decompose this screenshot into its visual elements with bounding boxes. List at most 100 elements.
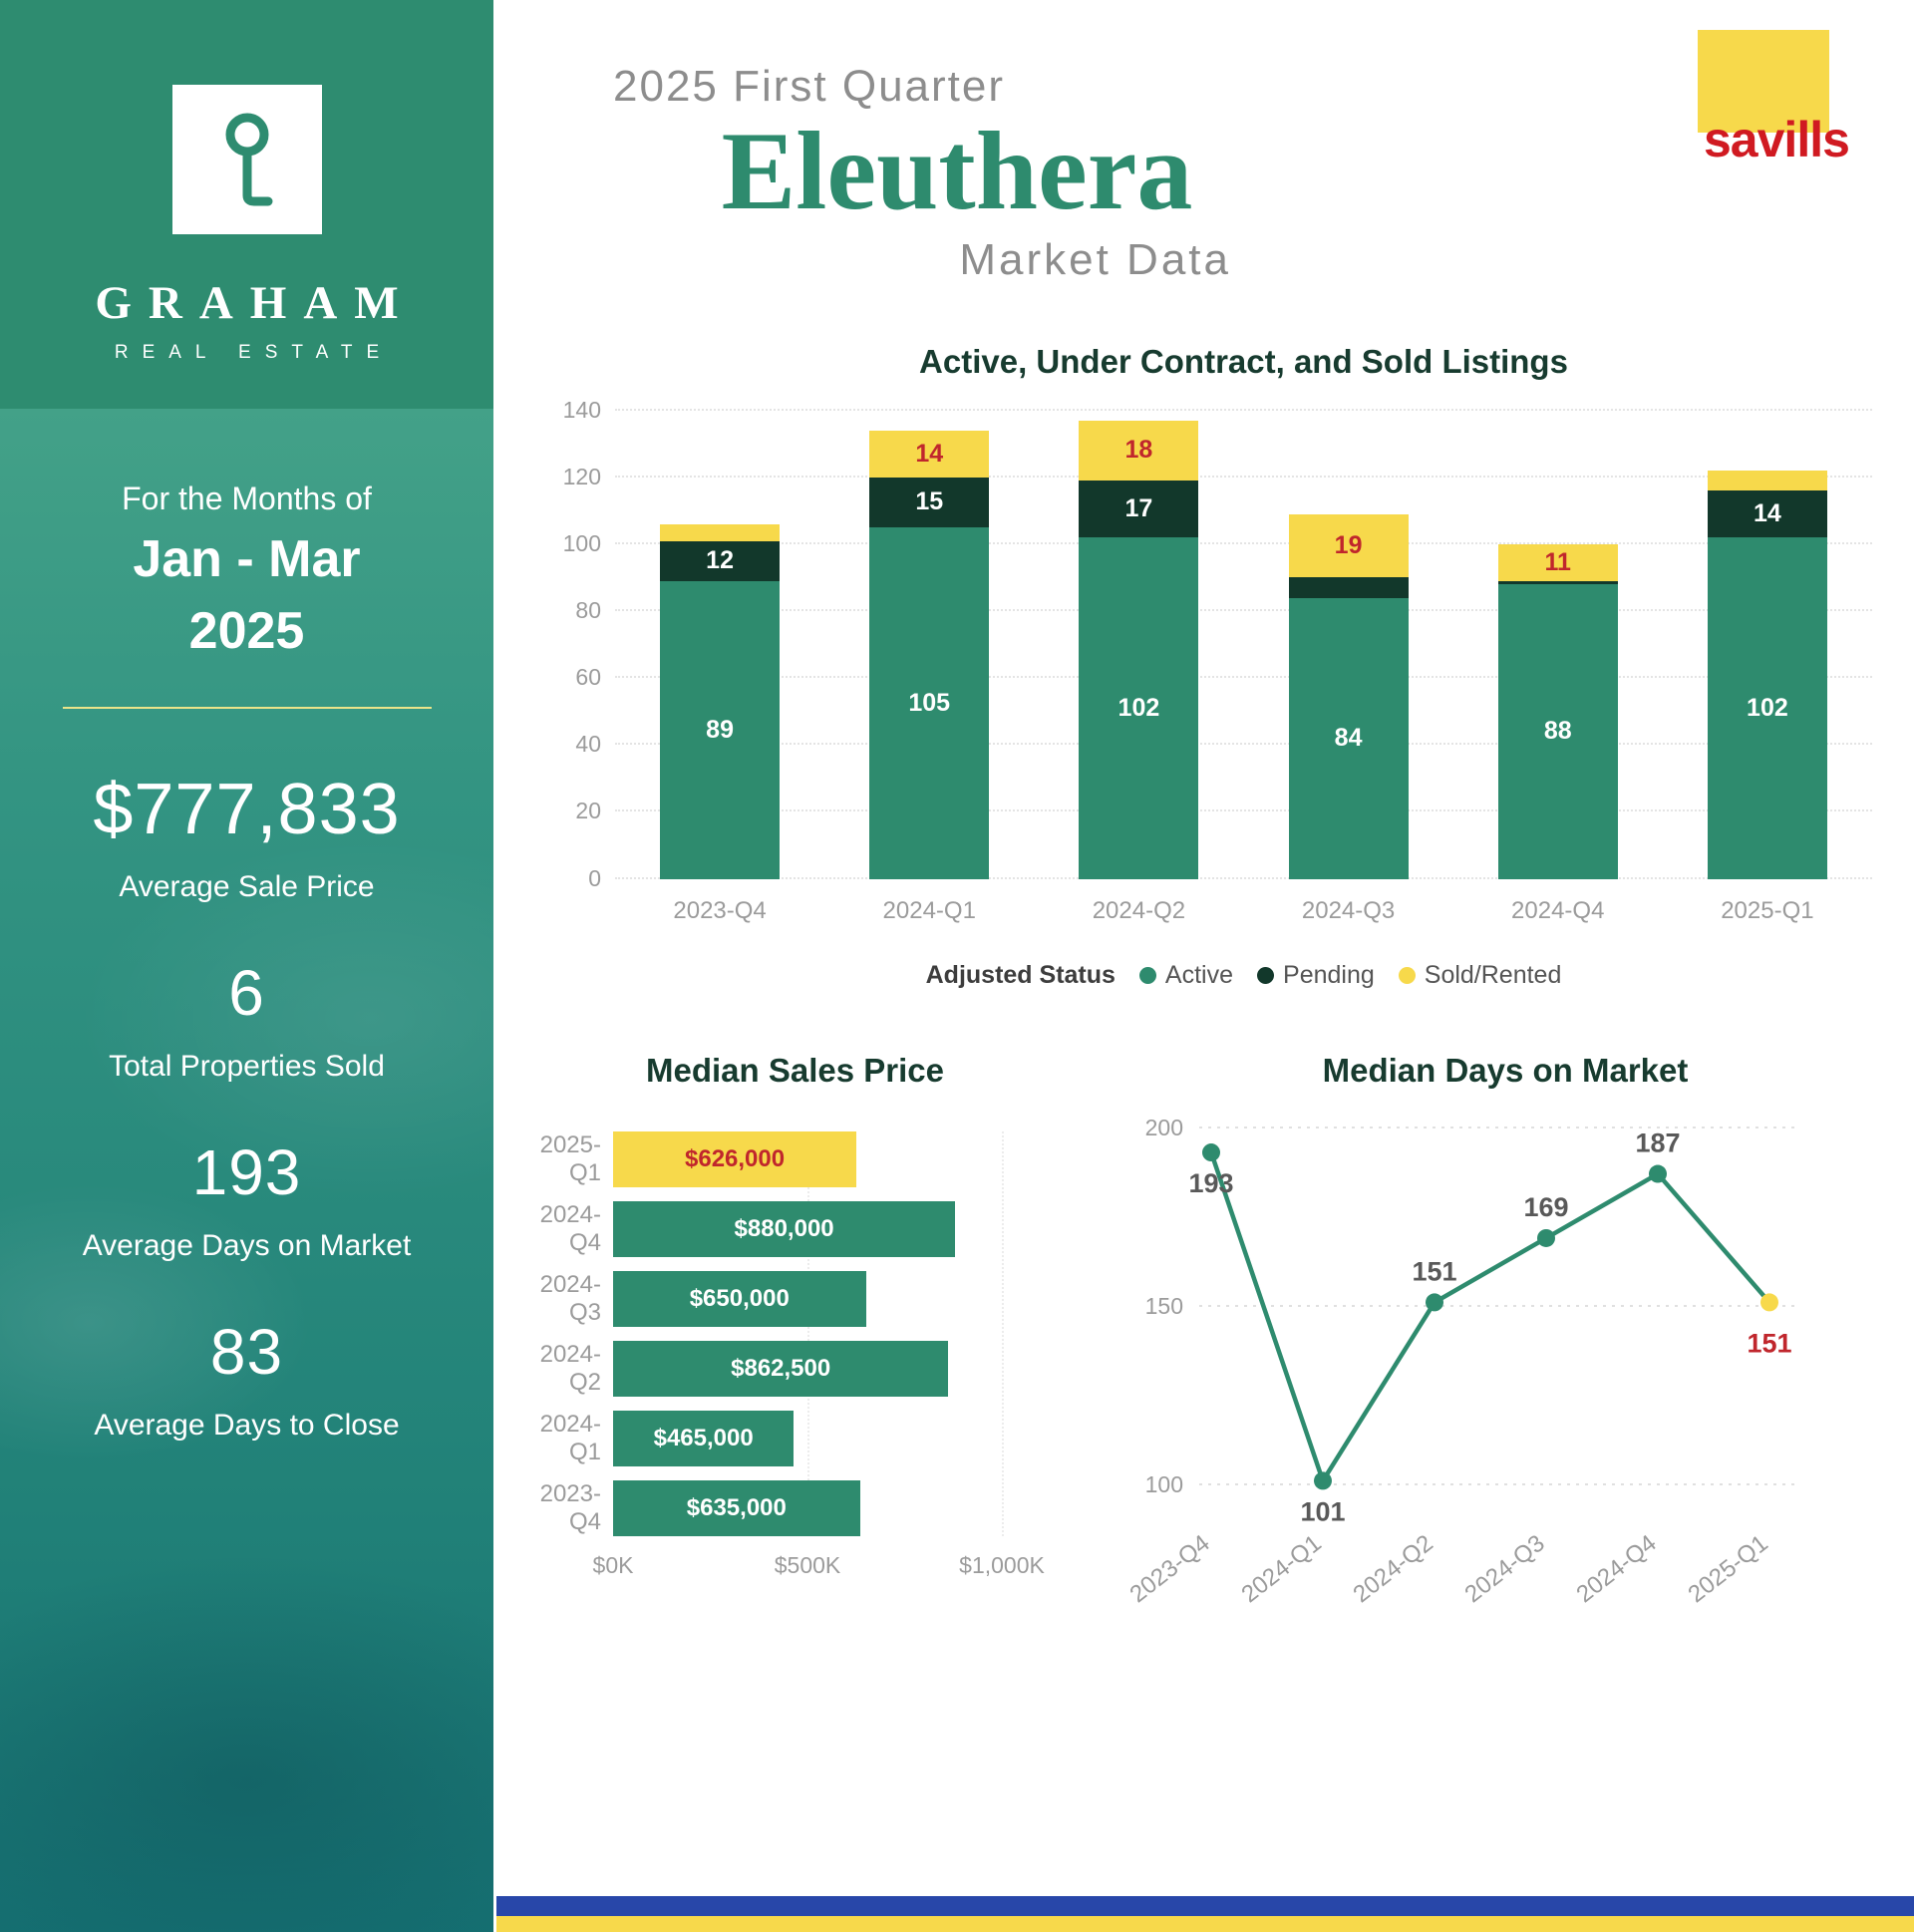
- bar-segment: 18: [1079, 420, 1199, 482]
- legend-dot: [1138, 966, 1156, 984]
- bar-segment: 17: [1079, 481, 1199, 538]
- main-content: savills 2025 First Quarter Eleuthera Mar…: [493, 0, 1914, 1932]
- brand-block: GRAHAM REAL ESTATE: [0, 0, 493, 409]
- y-axis-tick: 20: [575, 798, 601, 824]
- graham-logo: [171, 85, 322, 234]
- data-point: [1426, 1293, 1443, 1312]
- stat-label: Total Properties Sold: [109, 1050, 385, 1083]
- median-sales-price-plot: 2025-Q1 $626,000 2024-Q4 $880,000 2024-Q3 $65…: [508, 1130, 1082, 1536]
- bar-segment: [1497, 580, 1618, 585]
- gridline: [615, 876, 1872, 879]
- data-point: [1537, 1228, 1555, 1247]
- median-sales-price-title: Median Sales Price: [646, 1051, 944, 1089]
- divider: [62, 707, 432, 709]
- report-title: Eleuthera: [721, 110, 1193, 233]
- stat-total-properties-sold: 6 Total Properties Sold: [0, 956, 493, 1084]
- bars-container: 12 89 14 15 105 18 17 102 19 84 11 88 14 102: [615, 411, 1872, 879]
- bar-area: $880,000: [613, 1200, 1002, 1257]
- stacked-bar: 12 89: [660, 523, 781, 879]
- bar-area: $465,000: [613, 1410, 1002, 1466]
- x-axis-tick: $1,000K: [959, 1551, 1045, 1578]
- report-subtitle: Market Data: [959, 234, 1231, 284]
- legend-label: Pending: [1283, 960, 1375, 989]
- legend-item: Active: [1138, 960, 1234, 990]
- x-axis-label: 2025-Q1: [1721, 896, 1814, 924]
- stat-average-sale-price: $777,833 Average Sale Price: [0, 769, 493, 904]
- bar-segment: 88: [1497, 584, 1618, 879]
- price-bar-row: 2024-Q1 $465,000: [508, 1410, 1082, 1466]
- bar-segment: 19: [1288, 513, 1409, 578]
- legend-dot: [1398, 966, 1416, 984]
- gridline: [615, 809, 1872, 812]
- gridline: [615, 676, 1872, 679]
- trend-line: [1208, 1150, 1771, 1483]
- stat-label: Average Days on Market: [82, 1229, 412, 1262]
- x-axis-label: 2023-Q4: [673, 896, 767, 924]
- bar-segment: 89: [660, 580, 781, 879]
- bar-area: $862,500: [613, 1340, 1002, 1397]
- bar-segment: 105: [869, 527, 990, 879]
- y-axis-tick: 0: [588, 864, 601, 891]
- gridline: [615, 408, 1872, 411]
- price-bar: $880,000: [613, 1200, 956, 1257]
- price-bar-row: 2024-Q2 $862,500: [508, 1340, 1082, 1397]
- data-label: 169: [1523, 1192, 1568, 1222]
- stat-value: 6: [228, 957, 265, 1029]
- listings-chart-x-axis: 2023-Q4 2024-Q1 2024-Q2 2024-Q3 2024-Q4 2025-…: [615, 897, 1872, 925]
- bar-segment: 15: [869, 477, 990, 528]
- y-axis-label: 2024-Q3: [539, 1270, 601, 1326]
- median-sales-price-rows: 2025-Q1 $626,000 2024-Q4 $880,000 2024-Q3 $65…: [508, 1130, 1082, 1536]
- x-axis-label: 2024-Q4: [1571, 1529, 1661, 1608]
- price-bar-row: 2023-Q4 $635,000: [508, 1479, 1082, 1536]
- bar-segment: 11: [1497, 543, 1618, 581]
- bar-segment: [1288, 577, 1409, 598]
- data-label: 187: [1635, 1127, 1680, 1157]
- period-months: Jan - Mar: [133, 530, 361, 588]
- bar-segment: [1707, 471, 1827, 491]
- report-header: 2025 First Quarter Eleuthera Market Data: [613, 62, 1301, 285]
- listings-chart-plot: 0 20 40 60 80 100 120 140 12 89 14 15 105 18 17 102 19 84…: [563, 397, 1872, 891]
- price-bar: $862,500: [613, 1340, 949, 1397]
- gridline: [615, 541, 1872, 544]
- data-label: 193: [1188, 1168, 1233, 1198]
- legend-title: Adjusted Status: [925, 960, 1116, 989]
- stat-average-days-to-close: 83 Average Days to Close: [0, 1315, 493, 1443]
- bar-segment: 14: [1707, 490, 1827, 538]
- y-axis-label: 2025-Q1: [539, 1130, 601, 1186]
- median-sales-price-chart: Median Sales Price 2025-Q1 $626,000 2024-Q…: [508, 1052, 1082, 1639]
- legend-label: Sold/Rented: [1424, 960, 1562, 989]
- bar-segment: [660, 523, 781, 541]
- x-axis-label: 2024-Q2: [1092, 896, 1186, 924]
- price-bar: $635,000: [613, 1479, 860, 1536]
- bar-segment: 84: [1288, 597, 1409, 879]
- bar-segment: 14: [869, 430, 990, 478]
- x-axis-label: 2024-Q1: [882, 896, 976, 924]
- legend-label: Active: [1164, 960, 1234, 989]
- price-bar-row: 2024-Q4 $880,000: [508, 1200, 1082, 1257]
- bar-segment: 102: [1079, 537, 1199, 879]
- stacked-bar: 14 15 105: [869, 430, 990, 879]
- listings-chart-title: Active, Under Contract, and Sold Listing…: [919, 342, 1568, 380]
- bar-area: $626,000: [613, 1130, 1002, 1187]
- median-days-plot: 100 150 200 193 101 151 169 187 151 2023-Q4 2024-Q…: [1124, 1115, 1794, 1608]
- price-bar-row: 2024-Q3 $650,000: [508, 1270, 1082, 1327]
- x-axis-tick: $500K: [774, 1551, 841, 1578]
- y-axis-tick: 40: [575, 731, 601, 758]
- stat-label: Average Sale Price: [119, 870, 375, 903]
- bar-segment: 102: [1707, 537, 1827, 879]
- sidebar: GRAHAM REAL ESTATE For the Months of Jan…: [0, 0, 493, 1932]
- listings-chart-legend: Adjusted Status Active Pending Sold/Rented: [615, 961, 1872, 990]
- price-bar: $650,000: [613, 1270, 866, 1327]
- y-axis-tick: 140: [562, 396, 601, 423]
- period-year: 2025: [188, 602, 305, 660]
- data-point: [1649, 1164, 1667, 1183]
- data-point: [1314, 1471, 1332, 1490]
- brand-name: GRAHAM: [95, 277, 416, 329]
- x-axis-label: 2024-Q2: [1348, 1529, 1437, 1608]
- y-axis-label: 2024-Q4: [539, 1200, 601, 1256]
- stacked-bar: 11 88: [1497, 543, 1618, 879]
- stat-value: $777,833: [93, 770, 401, 849]
- price-bar: $465,000: [613, 1410, 795, 1466]
- data-label: 151: [1747, 1328, 1791, 1358]
